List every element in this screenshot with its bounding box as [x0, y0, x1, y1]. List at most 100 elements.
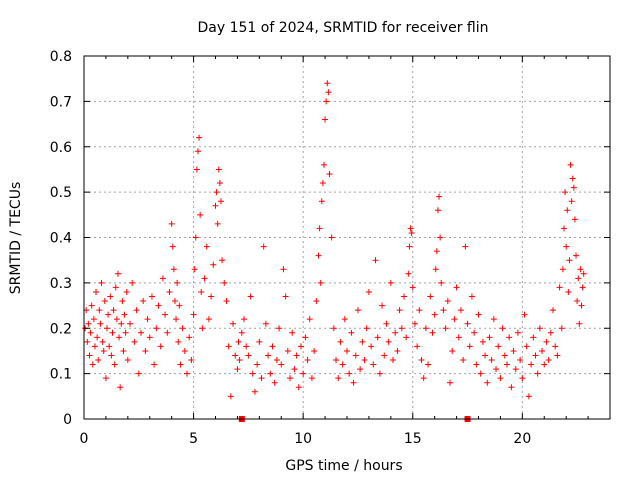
data-point	[333, 357, 340, 364]
data-point	[383, 320, 390, 327]
data-point	[576, 320, 583, 327]
data-point	[350, 379, 357, 386]
data-point	[508, 384, 515, 391]
data-point	[188, 357, 195, 364]
data-point	[197, 211, 204, 218]
data-point	[573, 252, 580, 259]
data-point	[400, 293, 407, 300]
data-point	[559, 266, 566, 273]
data-point	[341, 316, 348, 323]
data-point	[442, 325, 449, 332]
data-point	[390, 357, 397, 364]
data-point	[464, 320, 471, 327]
data-point	[133, 307, 140, 314]
x-tick-label: 20	[513, 431, 531, 447]
data-point	[449, 347, 456, 354]
data-point	[236, 357, 243, 364]
x-tick-label: 10	[294, 431, 312, 447]
data-point	[91, 343, 98, 350]
data-point	[191, 266, 198, 273]
data-point	[396, 307, 403, 314]
data-point	[140, 298, 147, 305]
data-point	[344, 347, 350, 354]
data-point	[326, 170, 333, 177]
data-point	[129, 279, 136, 286]
y-tick-labels: 0 0.1 0.2 0.3 0.4 0.5 0.6 0.7 0.8	[50, 49, 72, 428]
data-point	[431, 311, 438, 318]
data-point	[198, 288, 205, 295]
data-point	[379, 302, 386, 309]
data-point	[85, 320, 92, 327]
y-tick-label: 0.3	[50, 276, 72, 292]
data-point	[105, 311, 112, 318]
data-point	[256, 338, 263, 345]
y-tick-label: 0.7	[50, 94, 72, 110]
data-point	[547, 329, 554, 336]
data-point	[249, 370, 256, 377]
data-point	[144, 316, 151, 323]
data-point	[280, 266, 287, 273]
y-tick-label: 0	[63, 412, 72, 428]
data-point	[429, 329, 436, 336]
data-point	[194, 148, 201, 155]
data-point	[171, 298, 178, 305]
data-point	[99, 338, 106, 345]
data-point	[440, 307, 447, 314]
data-point	[213, 189, 220, 196]
x-tick-label: 5	[189, 431, 198, 447]
data-point	[215, 166, 222, 173]
data-point	[499, 325, 506, 332]
data-point	[90, 316, 97, 323]
data-point	[260, 243, 267, 250]
data-point	[436, 193, 443, 200]
y-tick-label: 0.8	[50, 49, 72, 65]
data-point	[475, 311, 482, 318]
data-point	[322, 116, 329, 123]
data-point	[484, 379, 491, 386]
data-point	[420, 375, 427, 382]
data-point	[406, 243, 413, 250]
data-point	[289, 329, 296, 336]
data-point	[208, 293, 215, 300]
data-point	[374, 334, 381, 341]
data-point	[267, 370, 274, 377]
data-point	[434, 207, 441, 214]
x-axis-label: GPS time / hours	[285, 458, 402, 474]
data-point	[155, 302, 162, 309]
data-point	[574, 298, 581, 305]
data-point	[317, 279, 324, 286]
data-point	[157, 343, 164, 350]
data-point	[493, 366, 500, 373]
data-point	[318, 198, 325, 205]
data-point	[116, 334, 123, 341]
data-point	[563, 243, 570, 250]
data-point	[173, 316, 180, 323]
data-point	[186, 334, 193, 341]
data-point	[271, 379, 278, 386]
data-point	[425, 361, 432, 368]
data-point	[453, 284, 460, 291]
data-point	[113, 316, 120, 323]
data-point	[517, 357, 524, 364]
data-point	[337, 338, 344, 345]
data-point	[539, 347, 546, 354]
data-point	[168, 220, 175, 227]
axis-ticks	[83, 55, 611, 420]
data-point	[104, 325, 111, 332]
data-point	[530, 334, 537, 341]
data-point	[100, 347, 107, 354]
y-axis-label: SRMTID / TECUs	[8, 182, 24, 295]
y-tick-label: 0.5	[50, 185, 72, 201]
data-point	[569, 175, 576, 182]
data-point	[506, 334, 513, 341]
data-point	[536, 325, 543, 332]
data-point	[556, 284, 563, 291]
y-tick-label: 0.4	[50, 231, 72, 247]
data-point	[565, 288, 572, 295]
data-point	[251, 388, 258, 395]
data-point	[497, 375, 504, 382]
data-point	[193, 166, 200, 173]
data-point	[578, 302, 585, 309]
data-point	[354, 307, 361, 314]
